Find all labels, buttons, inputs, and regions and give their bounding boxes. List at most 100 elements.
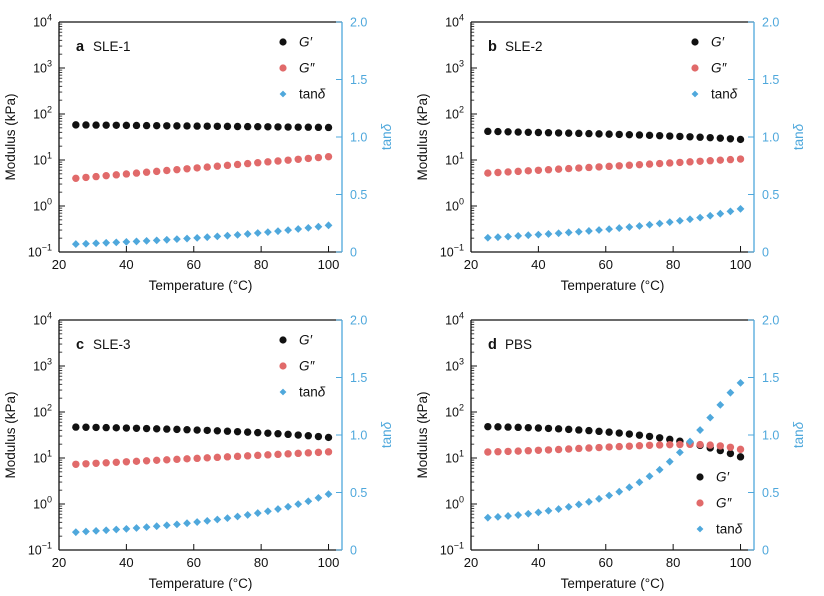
data-point [122, 121, 131, 130]
data-point [655, 434, 664, 442]
legend-item: G″ [696, 496, 733, 511]
data-point [304, 123, 313, 131]
x-tick-label: 20 [52, 555, 66, 570]
data-point [645, 220, 654, 229]
data-point [635, 160, 644, 169]
y-left-tick-label: 102 [33, 403, 52, 420]
legend-label: G′ [299, 35, 313, 50]
data-point [504, 423, 512, 431]
data-point [223, 161, 232, 170]
data-point [514, 232, 523, 240]
data-point [132, 237, 141, 246]
data-point [565, 164, 573, 173]
x-tick-label: 20 [464, 257, 478, 272]
data-point [92, 239, 100, 248]
data-point [173, 455, 181, 464]
data-point [72, 121, 80, 129]
legend-label: G″ [299, 359, 316, 374]
x-ticks [470, 544, 742, 550]
y-right-tick-label: 1.0 [762, 131, 779, 145]
data-point [153, 456, 161, 465]
data-point [554, 129, 563, 137]
data-point [615, 429, 623, 437]
x-tick-label: 100 [318, 555, 340, 570]
data-point [524, 231, 533, 240]
legend: G′ G″ tanδ [279, 333, 326, 400]
data-point [595, 130, 603, 138]
y-left-tick-label: 102 [445, 403, 464, 420]
data-point [92, 423, 100, 432]
data-point [666, 440, 674, 449]
legend-marker-tand [696, 525, 704, 533]
data-point [254, 159, 262, 167]
x-axis-title: Temperature (°C) [561, 576, 665, 591]
data-point [92, 121, 100, 129]
data-point [253, 509, 262, 517]
data-point [494, 423, 502, 431]
y-right-tick-label: 2.0 [350, 314, 367, 328]
data-point [524, 167, 532, 175]
data-point [92, 459, 100, 467]
data-point [706, 441, 714, 449]
data-point [696, 440, 704, 449]
data-point [243, 230, 252, 238]
panel-d: 10−1 100 101 102 103 104 20 40 60 80 100 0 0.5 1.0 1.5… [412, 298, 824, 596]
data-point [504, 128, 512, 136]
data-point [304, 432, 313, 440]
data-point [706, 157, 714, 165]
series-tand [483, 204, 745, 242]
legend-label: G′ [716, 470, 730, 485]
x-axis-title: Temperature (°C) [149, 576, 253, 591]
data-point [484, 169, 492, 177]
data-point [726, 207, 735, 216]
data-point [71, 528, 80, 537]
x-ticks [470, 246, 742, 252]
data-point [203, 426, 211, 435]
data-point [494, 168, 502, 177]
data-point [676, 158, 684, 167]
data-point [112, 238, 121, 247]
data-point [736, 453, 745, 461]
data-point [534, 508, 543, 517]
y-left-tick-label: 103 [445, 357, 464, 374]
x-tick-label: 20 [52, 257, 66, 272]
x-tick-label: 80 [254, 555, 268, 570]
y-left-ticks [471, 21, 477, 253]
data-point [645, 160, 654, 168]
data-point [534, 230, 543, 239]
data-point [324, 123, 333, 132]
y-right-axis-title: tanδ [379, 421, 394, 448]
y-right-axis-title: tanδ [791, 421, 806, 448]
data-point [696, 133, 704, 141]
panel-title: PBS [505, 337, 532, 352]
legend-label: G″ [711, 61, 728, 76]
data-point [82, 460, 90, 468]
data-point [534, 446, 543, 455]
x-tick-label: 60 [187, 555, 201, 570]
legend-item: G″ [691, 61, 728, 76]
legend-label: G″ [299, 61, 316, 76]
x-tick-label: 60 [599, 257, 613, 272]
data-point [162, 521, 171, 530]
series-gprime [72, 121, 333, 132]
data-point [294, 155, 302, 163]
data-point [193, 233, 202, 242]
data-point [504, 512, 512, 520]
data-point [122, 458, 131, 466]
data-point [716, 400, 725, 409]
data-point [564, 502, 573, 511]
y-right-tick-label: 1.5 [350, 371, 367, 385]
y-left-tick-label: 10−1 [28, 541, 52, 558]
legend-label: tanδ [299, 87, 326, 102]
y-left-tick-label: 104 [33, 13, 52, 30]
data-point [274, 505, 282, 513]
data-point [494, 512, 502, 521]
data-point [183, 165, 191, 173]
data-point [716, 442, 725, 450]
series-gdouble [484, 155, 745, 177]
data-point [706, 133, 714, 142]
data-point [183, 519, 191, 528]
legend-item: G′ [279, 35, 313, 50]
data-point [605, 225, 614, 234]
data-point [484, 448, 492, 456]
